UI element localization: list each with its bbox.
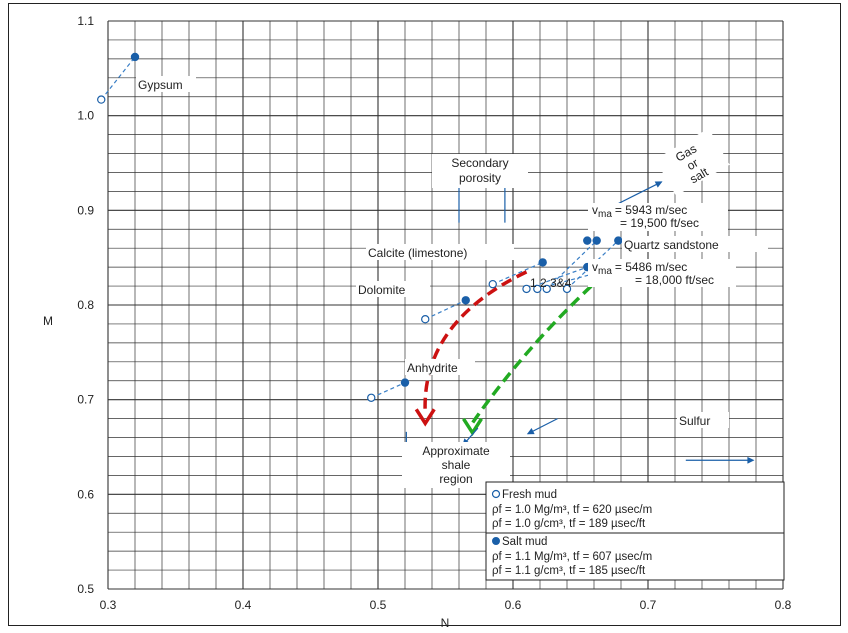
fresh-mud-point [97,95,106,104]
dolomite-label: Dolomite [358,283,406,297]
secondary-porosity-label-1: Secondary [451,156,508,170]
shale-label-3: region [439,472,472,486]
x-tick-label: 0.4 [235,598,252,612]
x-tick-label: 0.5 [370,598,387,612]
y-tick-label: 0.7 [77,393,94,407]
shale-arrow-head [526,428,535,435]
fresh-mud-point [533,284,542,294]
mineral-connector [424,299,467,320]
salt-mud-point [583,236,592,245]
mineral-connector [100,56,136,100]
numbers-label: 1 2 3&4 [530,276,572,290]
mineral-connector [546,240,598,290]
x-tick-label: 0.6 [505,598,522,612]
vma-value-2: = 5486 m/sec [615,260,687,274]
green-trend-arrow-head [462,417,483,437]
y-tick-label: 0.5 [77,582,94,596]
quartz-label: Quartz sandstone [624,238,719,252]
legend-fresh-line1: ρf = 1.0 Mg/m³, tf = 620 µsec/m [492,504,652,516]
sulfur-label: Sulfur [679,414,710,428]
vma-value-2b: = 18,000 ft/sec [635,273,714,287]
red-trend-arrow-head [414,408,436,427]
legend-fresh-title: Fresh mud [502,489,557,501]
y-tick-label: 1.1 [77,14,94,28]
calcite-label: Calcite (limestone) [368,246,467,260]
y-tick-label: 1.0 [77,109,94,123]
salt-mud-point [614,236,623,245]
legend-fresh-line2: ρf = 1.0 g/cm³, tf = 189 µsec/ft [492,518,646,530]
anhydrite-label: Anhydrite [407,361,458,375]
x-tick-label: 0.7 [640,598,657,612]
svg-text:vma= 5943 m/sec: vma = 5943 m/sec [592,203,687,220]
legend: Fresh mud ρf = 1.0 Mg/m³, tf = 620 µsec/… [485,481,785,581]
vma-sub-2: ma [598,266,612,277]
legend-salt-title: Salt mud [502,536,547,548]
legend-salt-line1: ρf = 1.1 Mg/m³, tf = 607 µsec/m [492,551,652,563]
salt-mud-point [130,52,140,62]
svg-text:vma= 5486 m/sec: vma = 5486 m/sec [592,260,687,277]
mineral-connector [492,261,543,285]
vma-sub-1: ma [598,209,612,220]
x-tick-label: 0.3 [100,598,117,612]
vma-value-1b: = 19,500 ft/sec [620,216,699,230]
secondary-porosity-label-2: porosity [459,171,501,185]
vma-symbol-1: v [592,203,598,217]
red-trend-arrow [423,270,528,414]
y-tick-label: 0.9 [77,203,94,217]
fresh-mud-point [488,279,497,289]
x-axis-label: N [441,616,450,630]
salt-mud-point [592,236,601,245]
salt-mud-point [461,296,470,305]
fresh-mud-point [542,284,551,294]
gypsum-label: Gypsum [138,78,183,92]
salt-mud-point [400,378,410,387]
gas-salt-arrow-head [654,181,663,188]
legend-fresh-marker [491,489,501,499]
sulfur-arrow-head [747,456,755,464]
annotations: Gypsum Secondary porosity Gas or salt vm… [136,76,768,488]
gas-salt-arrow [613,181,662,207]
shale-label-1: Approximate [422,444,490,458]
x-tick-label: 0.8 [775,598,792,612]
shale-label-2: shale [442,458,471,472]
legend-salt-line2: ρf = 1.1 g/cm³, tf = 185 µsec/ft [492,565,646,577]
fresh-mud-point [421,315,430,324]
green-trend-arrow [471,284,593,424]
fresh-mud-point [522,284,531,294]
legend-salt-marker [492,537,500,545]
mineral-connector [371,382,406,399]
y-tick-label: 0.6 [77,487,94,501]
vma-symbol-2: v [592,260,598,274]
salt-mud-point [538,258,547,267]
vma-value-1: = 5943 m/sec [615,203,687,217]
y-axis-label: M [43,314,53,328]
fresh-mud-point [367,393,376,402]
fresh-mud-point [562,284,572,294]
y-tick-label: 0.8 [77,298,94,312]
